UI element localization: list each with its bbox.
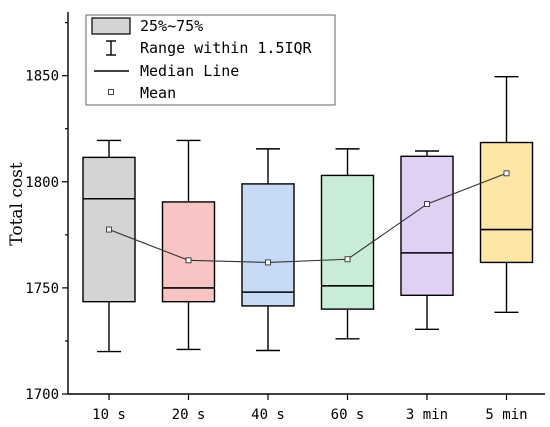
x-tick-label: 3 min bbox=[406, 407, 448, 423]
legend-mean-swatch bbox=[108, 89, 114, 95]
x-tick-label: 20 s bbox=[172, 407, 206, 423]
iqr-box bbox=[400, 155, 454, 297]
y-tick-label: 1700 bbox=[25, 387, 59, 403]
legend: 25%~75% Range within 1.5IQR Median Line … bbox=[85, 14, 336, 106]
mean-connector-line bbox=[108, 172, 507, 263]
legend-label-range: Range within 1.5IQR bbox=[140, 39, 313, 57]
y-tick-label: 1800 bbox=[25, 175, 59, 191]
mean-marker bbox=[424, 201, 430, 208]
mean-marker bbox=[265, 259, 271, 266]
x-tick-label: 10 s bbox=[92, 407, 126, 423]
y-tick-label: 1850 bbox=[25, 69, 59, 85]
box-group-5 bbox=[400, 150, 454, 330]
y-tick-label: 1750 bbox=[25, 281, 59, 297]
iqr-box bbox=[161, 201, 216, 303]
legend-label-box: 25%~75% bbox=[140, 17, 203, 35]
iqr-box bbox=[320, 174, 375, 310]
x-tick-label: 60 s bbox=[331, 407, 365, 423]
x-tick-label: 5 min bbox=[485, 407, 527, 423]
iqr-box bbox=[479, 141, 534, 264]
mean-marker bbox=[106, 226, 112, 233]
box-group-2 bbox=[161, 139, 216, 351]
y-axis-title: Total cost bbox=[7, 162, 27, 246]
legend-label-mean: Mean bbox=[140, 84, 176, 102]
box-group-6 bbox=[479, 76, 534, 313]
legend-box-swatch bbox=[91, 17, 131, 35]
mean-marker bbox=[344, 256, 351, 263]
mean-marker bbox=[185, 257, 192, 264]
iqr-box bbox=[241, 183, 295, 307]
mean-marker bbox=[503, 170, 510, 177]
box-group-4 bbox=[320, 148, 375, 340]
legend-label-median: Median Line bbox=[140, 62, 239, 80]
box-group-3 bbox=[241, 148, 295, 352]
x-tick-label: 40 s bbox=[251, 407, 285, 423]
box-group-1 bbox=[82, 139, 136, 353]
